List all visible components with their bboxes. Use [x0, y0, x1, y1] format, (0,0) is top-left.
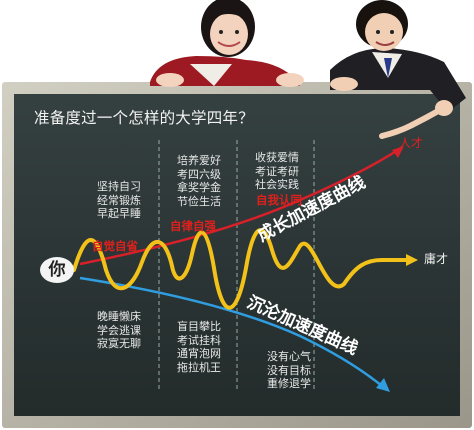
bottom-group-3: 没有心气 没有目标 重修退学: [267, 350, 311, 390]
top-group-1: 坚持自习 经常锻炼 早起早睡: [97, 180, 141, 220]
girl-student-illustration: [150, 0, 304, 87]
top-group-2: 培养爱好 考四六级 拿奖学金 节俭生活: [177, 154, 221, 208]
bottom-group-2: 盲目攀比 考试挂科 通宵泡网 拖拉机王: [177, 320, 221, 374]
red-tag-2: 自律自强: [170, 219, 216, 233]
bottom-group-1: 晚睡懒床 学会逃课 寂寞无聊: [97, 310, 141, 350]
mediocre-label: 庸才: [424, 252, 449, 266]
sink-arrow: [79, 276, 383, 387]
talent-label: 人才: [399, 136, 424, 150]
growth-arrowhead: [392, 146, 404, 158]
top-group-3: 收获爱情 考证考研 社会实践: [255, 151, 299, 191]
board-title: 准备度过一个怎样的大学四年？: [34, 109, 254, 127]
wave-curve: [72, 228, 414, 310]
wave-arrowhead: [406, 254, 418, 266]
boy-student-illustration: [330, 0, 466, 139]
you-badge: 你: [40, 257, 74, 283]
sink-arrowhead: [376, 378, 390, 392]
red-tag-3: 自我认同: [256, 193, 302, 207]
red-tag-1: 自觉自省: [92, 239, 138, 253]
